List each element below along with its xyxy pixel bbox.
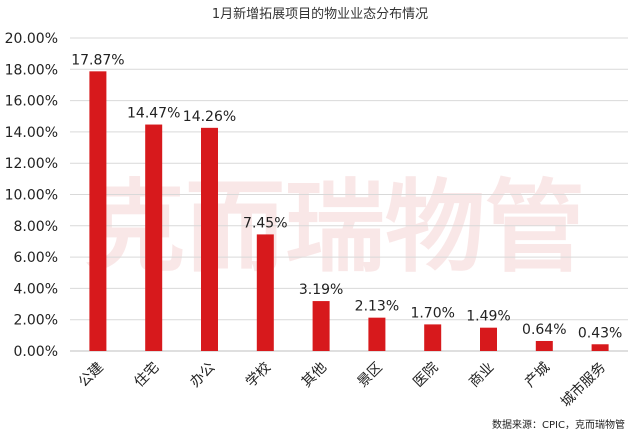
- bar: [145, 124, 163, 352]
- bar: [535, 340, 553, 351]
- data-label: 14.47%: [127, 106, 180, 122]
- watermark-text: 克而瑞物管: [85, 169, 585, 286]
- y-tick-label: 6.00%: [14, 250, 58, 266]
- y-tick-label: 20.00%: [5, 31, 58, 47]
- data-label: 14.26%: [183, 109, 236, 125]
- chart-title: 1月新增拓展项目的物业业态分布情况: [212, 6, 428, 22]
- data-label: 0.64%: [522, 322, 566, 338]
- x-tick-label: 景区: [355, 360, 386, 391]
- data-label: 1.70%: [410, 305, 454, 321]
- bars: [89, 71, 609, 352]
- y-tick-label: 10.00%: [5, 188, 58, 204]
- y-tick-label: 12.00%: [5, 156, 58, 172]
- bar: [201, 127, 218, 352]
- y-tick-label: 18.00%: [5, 62, 58, 78]
- x-tick-label: 产城: [522, 360, 553, 391]
- gridlines: [70, 37, 628, 352]
- x-tick-label: 商业: [466, 360, 497, 391]
- data-label: 7.45%: [243, 215, 287, 231]
- source-note: 数据来源：CPIC，克而瑞物管: [492, 418, 625, 431]
- bar: [424, 324, 442, 351]
- bar: [480, 327, 497, 351]
- bar: [89, 71, 107, 351]
- y-tick-label: 4.00%: [14, 281, 58, 297]
- bar: [256, 234, 274, 351]
- y-axis-ticks: 0.00% 2.00% 4.00% 6.00% 8.00% 10.00% 12.00% 14.…: [5, 31, 58, 360]
- bar: [591, 344, 609, 351]
- x-tick-label: 公建: [76, 360, 107, 391]
- bar: [312, 301, 330, 351]
- x-tick-label: 其他: [299, 360, 330, 391]
- x-tick-label: 住宅: [131, 360, 162, 391]
- y-tick-label: 0.00%: [14, 344, 58, 360]
- y-tick-label: 2.00%: [14, 313, 58, 329]
- data-label: 17.87%: [71, 52, 124, 68]
- data-label: 2.13%: [355, 299, 399, 315]
- y-tick-label: 16.00%: [5, 94, 58, 110]
- x-tick-label: 城市服务: [557, 359, 609, 411]
- y-tick-label: 14.00%: [5, 125, 58, 141]
- x-tick-label: 办公: [187, 360, 218, 391]
- data-label: 1.49%: [466, 309, 510, 325]
- bar: [368, 317, 386, 351]
- x-axis-ticks: 公建 住宅 办公 学校 其他 景区 医院 商业 产城 城市服务: [76, 359, 609, 411]
- x-tick-label: 学校: [242, 359, 274, 391]
- data-labels: 17.87% 14.47% 14.26% 7.45% 3.19% 2.13% 1.70% 1.…: [71, 52, 622, 341]
- y-tick-label: 8.00%: [14, 219, 58, 235]
- data-label: 0.43%: [578, 325, 622, 341]
- data-label: 3.19%: [299, 282, 343, 298]
- x-tick-label: 医院: [410, 360, 441, 391]
